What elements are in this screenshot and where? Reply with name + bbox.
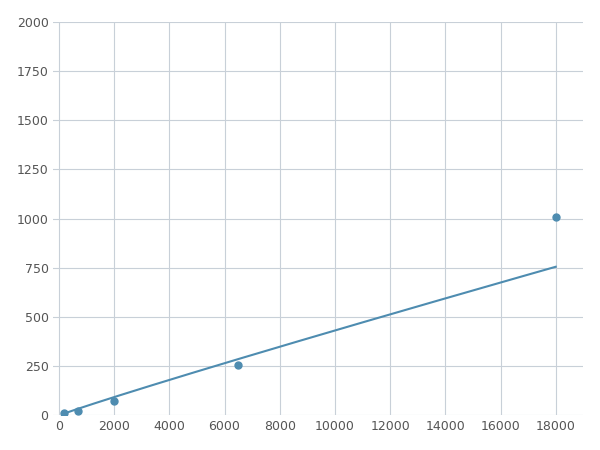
Point xyxy=(109,397,119,404)
Point xyxy=(59,409,69,416)
Point xyxy=(73,407,83,414)
Point xyxy=(551,213,560,220)
Point xyxy=(233,362,243,369)
